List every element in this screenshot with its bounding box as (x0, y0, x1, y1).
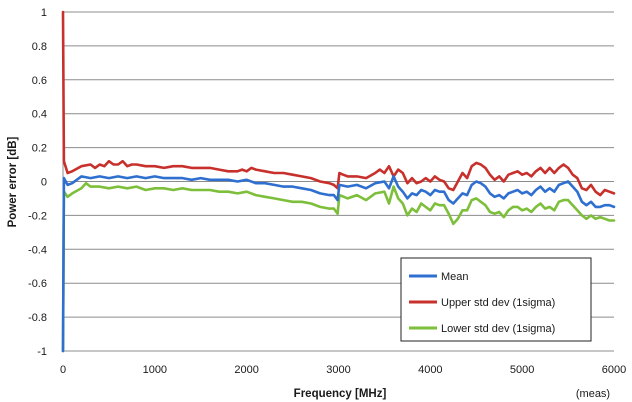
x-tick-label: 4000 (418, 364, 442, 376)
lower-std-dev-series-line (61, 181, 616, 353)
y-tick-label: 0 (41, 177, 47, 189)
tick-labels: 1 0.8 0.6 0.4 0.2 0 -0.2 -0.4 -0.6 -0.8 -1 0 1000 200… (28, 7, 626, 376)
y-tick-label: -0.8 (28, 312, 47, 324)
y-axis-title: Power error [dB] (7, 136, 19, 227)
x-tick-label: 5000 (510, 364, 534, 376)
x-tick-label: 1000 (143, 364, 167, 376)
y-tick-label: 1 (41, 7, 47, 19)
y-tick-label: -0.2 (28, 210, 47, 222)
x-tick-label: 0 (60, 364, 66, 376)
meas-note: (meas) (576, 388, 610, 400)
legend-label-mean: Mean (441, 271, 469, 283)
series-lines (61, 10, 616, 353)
y-tick-label: 0.6 (32, 75, 47, 87)
x-axis-title: Frequency [MHz] (294, 388, 387, 400)
y-tick-label: 0.8 (32, 41, 47, 53)
upper-std-dev-series-line (61, 10, 616, 197)
y-tick-label: -0.6 (28, 278, 47, 290)
legend-label-lower: Lower std dev (1sigma) (441, 323, 555, 335)
y-tick-label: 0.2 (32, 143, 47, 155)
mean-series-line (61, 175, 616, 353)
x-tick-label: 6000 (602, 364, 626, 376)
legend: Mean Upper std dev (1sigma) Lower std de… (400, 257, 592, 342)
legend-label-upper: Upper std dev (1sigma) (441, 297, 555, 309)
y-tick-label: -0.4 (28, 244, 47, 256)
y-tick-label: -1 (37, 346, 47, 358)
x-tick-label: 2000 (234, 364, 258, 376)
y-tick-label: 0.4 (32, 109, 47, 121)
x-tick-label: 3000 (326, 364, 350, 376)
